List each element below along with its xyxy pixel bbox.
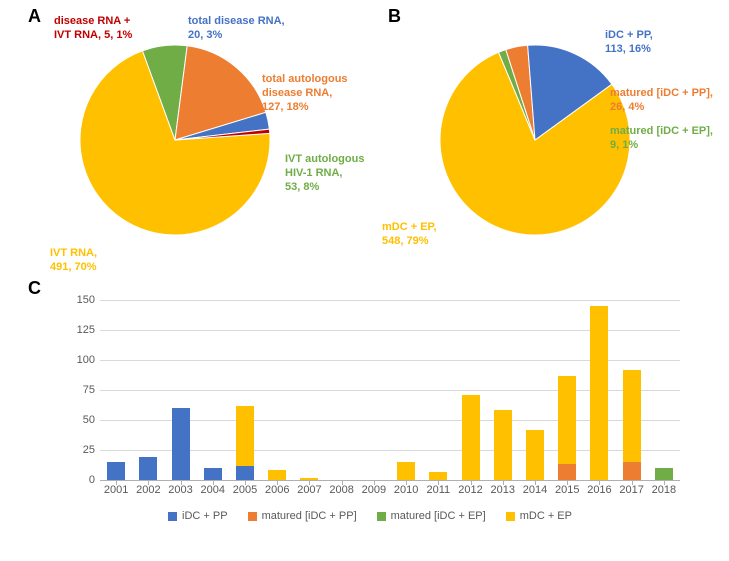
x-tick-label: 2010 <box>394 484 418 496</box>
y-tick-label: 75 <box>60 384 95 396</box>
bar-seg-idc_pp <box>139 457 157 480</box>
bar-group <box>590 306 608 480</box>
legend-swatch <box>506 512 515 521</box>
y-tick-label: 150 <box>60 294 95 306</box>
legend-label: mDC + EP <box>520 510 572 522</box>
figure: A B C IVT RNA, 491, 70%IVT autologous HI… <box>0 0 729 561</box>
bar-group <box>268 470 286 480</box>
bar-seg-mdc_ep <box>558 376 576 465</box>
x-tick-label: 2006 <box>265 484 289 496</box>
bar-seg-idc_pp <box>204 468 222 480</box>
bar-seg-mat_pp <box>623 462 641 480</box>
bar-legend: iDC + PP matured [iDC + PP] matured [iDC +… <box>60 510 680 524</box>
x-tick-label: 2016 <box>587 484 611 496</box>
legend-item-idc_pp: iDC + PP <box>168 510 228 522</box>
bar-seg-mdc_ep <box>462 395 480 480</box>
bar-group <box>462 395 480 480</box>
bar-group <box>623 370 641 480</box>
x-tick-label: 2012 <box>458 484 482 496</box>
bar-seg-mdc_ep <box>590 306 608 480</box>
pie-label-total_dis: total disease RNA, 20, 3% <box>188 15 285 43</box>
legend-item-mat_ep: matured [iDC + EP] <box>377 510 486 522</box>
pie-chart-a: IVT RNA, 491, 70%IVT autologous HIV-1 RN… <box>80 45 270 240</box>
y-tick-label: 50 <box>60 414 95 426</box>
pie-a-svg <box>80 45 270 235</box>
bar-chart-c: 0255075100125150 20012002200320042005200… <box>60 300 680 530</box>
panel-label-b: B <box>388 6 401 27</box>
bar-group <box>526 430 544 480</box>
pie-label-auto_dis: total autologous disease RNA, 127, 18% <box>262 73 348 114</box>
bar-seg-mdc_ep <box>494 410 512 480</box>
bar-seg-mdc_ep <box>623 370 641 462</box>
y-tick-label: 125 <box>60 324 95 336</box>
x-tick-label: 2007 <box>297 484 321 496</box>
y-tick-label: 25 <box>60 444 95 456</box>
legend-item-mdc_ep: mDC + EP <box>506 510 572 522</box>
y-tick-label: 100 <box>60 354 95 366</box>
panel-label-a: A <box>28 6 41 27</box>
x-tick-label: 2003 <box>168 484 192 496</box>
pie-label-dis_ivt: disease RNA + IVT RNA, 5, 1% <box>54 15 132 43</box>
bar-group <box>558 376 576 480</box>
x-tick-label: 2008 <box>329 484 353 496</box>
bar-plot-area <box>100 300 680 481</box>
panel-label-c: C <box>28 278 41 299</box>
bar-seg-mdc_ep <box>526 430 544 480</box>
y-tick-label: 0 <box>60 474 95 486</box>
bar-seg-mat_ep <box>655 468 673 480</box>
bar-group <box>429 472 447 480</box>
x-tick-label: 2004 <box>201 484 225 496</box>
bar-seg-mat_pp <box>558 464 576 480</box>
pie-label-mat_pp: matured [iDC + PP], 26, 4% <box>610 87 713 115</box>
x-tick-label: 2001 <box>104 484 128 496</box>
grid-line <box>100 300 680 301</box>
pie-label-mdc_ep: mDC + EP, 548, 79% <box>382 221 437 249</box>
legend-label: iDC + PP <box>182 510 228 522</box>
pie-chart-b: mDC + EP, 548, 79%matured [iDC + EP], 9,… <box>440 45 630 240</box>
legend-label: matured [iDC + PP] <box>262 510 357 522</box>
bar-group <box>494 410 512 480</box>
x-tick-label: 2014 <box>523 484 547 496</box>
x-tick-label: 2013 <box>491 484 515 496</box>
x-tick-label: 2017 <box>619 484 643 496</box>
bar-seg-mdc_ep <box>268 470 286 480</box>
legend-item-mat_pp: matured [iDC + PP] <box>248 510 357 522</box>
pie-label-idc_pp: iDC + PP, 113, 16% <box>605 29 653 57</box>
bar-group <box>107 462 125 480</box>
legend-label: matured [iDC + EP] <box>391 510 486 522</box>
bar-seg-idc_pp <box>107 462 125 480</box>
bar-seg-mdc_ep <box>397 462 415 480</box>
bar-group <box>397 462 415 480</box>
x-tick-label: 2002 <box>136 484 160 496</box>
bar-group <box>204 468 222 480</box>
bar-group <box>236 406 254 480</box>
bar-seg-idc_pp <box>172 408 190 480</box>
x-tick-label: 2009 <box>362 484 386 496</box>
pie-label-mat_ep: matured [iDC + EP], 9, 1% <box>610 125 713 153</box>
pie-b-svg <box>440 45 630 235</box>
legend-swatch <box>248 512 257 521</box>
bar-seg-mdc_ep <box>236 406 254 466</box>
x-tick-label: 2011 <box>427 484 451 496</box>
x-tick-label: 2015 <box>555 484 579 496</box>
bar-group <box>139 457 157 480</box>
legend-swatch <box>168 512 177 521</box>
x-tick-label: 2018 <box>652 484 676 496</box>
bar-seg-idc_pp <box>236 466 254 480</box>
pie-label-ivt_hiv: IVT autologous HIV-1 RNA, 53, 8% <box>285 153 364 194</box>
x-tick-label: 2005 <box>233 484 257 496</box>
pie-label-ivt_rna: IVT RNA, 491, 70% <box>50 247 97 275</box>
bar-group <box>655 468 673 480</box>
bar-group <box>172 408 190 480</box>
bar-seg-mdc_ep <box>429 472 447 480</box>
legend-swatch <box>377 512 386 521</box>
